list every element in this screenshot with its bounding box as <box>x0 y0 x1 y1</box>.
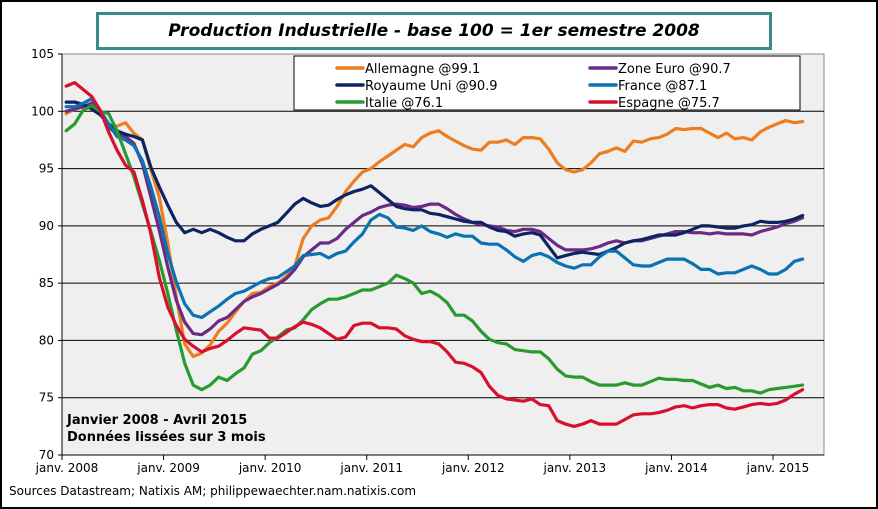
x-tick-label: janv. 2009 <box>136 461 200 475</box>
annotation-text: Données lissées sur 3 mois <box>67 430 266 445</box>
y-tick-label: 105 <box>31 47 54 61</box>
plot-area <box>61 53 825 456</box>
series-line-5 <box>64 81 805 428</box>
x-tick-label: janv. 2013 <box>543 461 607 475</box>
y-tick-label: 100 <box>31 104 54 118</box>
series-line-1 <box>64 101 805 337</box>
y-tick-label: 75 <box>39 391 54 405</box>
legend: Allemagne @99.1 Zone Euro @90.7 Royaume Un… <box>293 55 801 111</box>
series-line-0 <box>64 101 805 359</box>
legend-label: Zone Euro @90.7 <box>618 62 731 77</box>
source-note: Sources Datastream; Natixis AM; philippe… <box>9 484 417 498</box>
y-tick-label: 80 <box>39 333 54 347</box>
series-line-3 <box>64 97 805 320</box>
annotation-text: Janvier 2008 - Avril 2015 <box>66 413 247 428</box>
series-line-4 <box>64 104 805 395</box>
series-line-2 <box>64 100 805 260</box>
x-tick-label: janv. 2010 <box>238 461 302 475</box>
y-tick-label: 70 <box>39 448 54 462</box>
x-tick-label: janv. 2012 <box>441 461 505 475</box>
y-tick-label: 90 <box>39 219 54 233</box>
legend-label: Espagne @75.7 <box>618 96 720 111</box>
x-tick-label: janv. 2014 <box>644 461 708 475</box>
x-tick-label: janv. 2008 <box>35 461 99 475</box>
x-tick-label: janv. 2015 <box>746 461 810 475</box>
x-tick-label: janv. 2011 <box>339 461 403 475</box>
legend-label: Allemagne @99.1 <box>365 62 480 77</box>
chart-title: Production Industrielle - base 100 = 1er… <box>96 12 772 50</box>
legend-box <box>293 55 801 111</box>
y-tick-label: 85 <box>39 276 54 290</box>
legend-label: Italie @76.1 <box>365 96 443 111</box>
legend-label: France @87.1 <box>618 79 707 94</box>
legend-label: Royaume Uni @90.9 <box>365 79 498 94</box>
y-tick-label: 95 <box>39 162 54 176</box>
